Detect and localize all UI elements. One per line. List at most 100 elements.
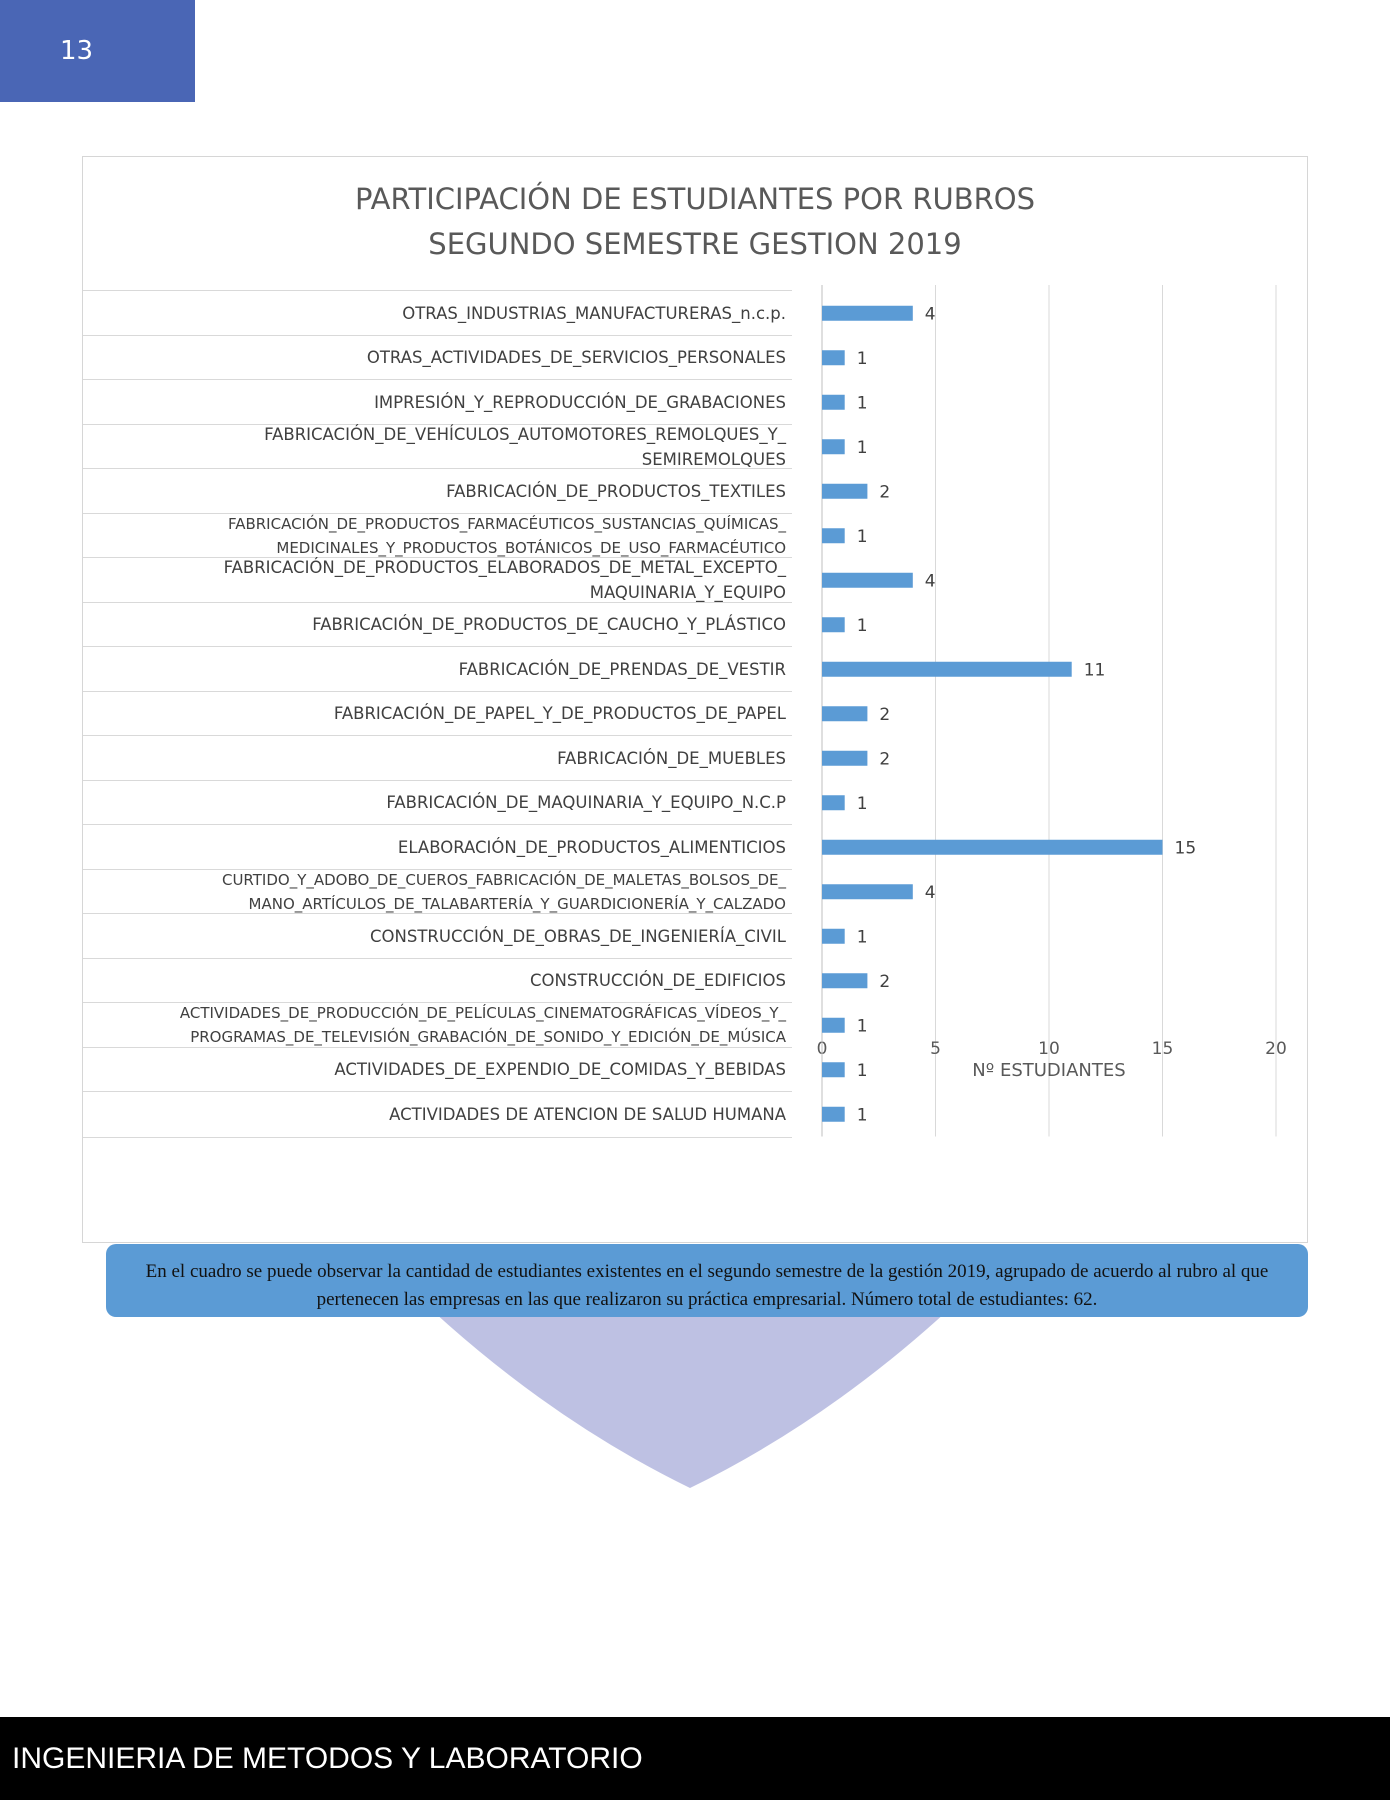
caption-box: En el cuadro se puede observar la cantid… <box>106 1244 1308 1317</box>
bar <box>822 483 868 499</box>
bar <box>822 617 845 633</box>
bar <box>822 439 845 455</box>
row-separator <box>83 334 792 336</box>
data-label: 1 <box>857 527 868 547</box>
category-label-line: IMPRESIÓN_Y_REPRODUCCIÓN_DE_GRABACIONES <box>374 392 786 412</box>
watermark-shield <box>390 1270 990 1488</box>
row-separator <box>83 379 792 380</box>
bar <box>822 884 913 900</box>
x-tick-label: 10 <box>1038 1039 1060 1059</box>
data-label: 11 <box>1084 660 1106 680</box>
category-label: ACTIVIDADES DE ATENCION DE SALUD HUMANA <box>389 1102 786 1127</box>
row-separator <box>83 957 792 959</box>
row-separator <box>83 690 792 692</box>
row-separator <box>83 1136 792 1138</box>
data-label: 15 <box>1175 838 1197 858</box>
row-separator <box>83 1091 792 1092</box>
row-separator <box>83 735 792 736</box>
row-separator <box>83 868 792 870</box>
category-label-line: CONSTRUCCIÓN_DE_EDIFICIOS <box>529 971 786 991</box>
x-tick-label: 5 <box>930 1039 941 1059</box>
category-label: IMPRESIÓN_Y_REPRODUCCIÓN_DE_GRABACIONES <box>374 390 786 415</box>
row-separator <box>83 646 792 647</box>
category-label-line: FABRICACIÓN_DE_MUEBLES <box>557 748 786 768</box>
row-separator <box>83 290 792 291</box>
category-label-line: FABRICACIÓN_DE_PRODUCTOS_DE_CAUCHO_Y_PLÁ… <box>312 615 786 635</box>
bar <box>822 973 868 989</box>
category-label: FABRICACIÓN_DE_PRODUCTOS_TEXTILES <box>446 479 786 504</box>
data-label: 1 <box>857 794 868 814</box>
row-separator <box>83 824 792 825</box>
category-label: FABRICACIÓN_DE_PRODUCTOS_DE_CAUCHO_Y_PLÁ… <box>312 612 786 637</box>
data-label: 1 <box>857 1061 868 1081</box>
category-label-line: FABRICACIÓN_DE_MAQUINARIA_Y_EQUIPO_N.C.P <box>386 793 786 813</box>
bar <box>822 350 845 366</box>
data-label: 1 <box>857 1105 868 1125</box>
footer-title: INGENIERIA DE METODOS Y LABORATORIO <box>12 1742 643 1775</box>
data-label: 1 <box>857 927 868 947</box>
category-label-line: MANO_ARTÍCULOS_DE_TALABARTERÍA_Y_GUARDIC… <box>248 894 786 913</box>
category-label: ACTIVIDADES_DE_PRODUCCIÓN_DE_PELÍCULAS_C… <box>180 1001 786 1049</box>
data-label: 1 <box>857 438 868 458</box>
data-label: 4 <box>925 571 936 591</box>
x-tick-label: 20 <box>1265 1039 1287 1059</box>
x-axis-title: Nº ESTUDIANTES <box>972 1060 1125 1081</box>
category-label-line: CONSTRUCCIÓN_DE_OBRAS_DE_INGENIERÍA_CIVI… <box>370 926 786 946</box>
row-separator <box>83 1002 792 1003</box>
x-tick-label: 15 <box>1152 1039 1174 1059</box>
chart-title-line-1: PARTICIPACIÓN DE ESTUDIANTES POR RUBROS <box>354 182 1036 216</box>
category-label-line: ELABORACIÓN_DE_PRODUCTOS_ALIMENTICIOS <box>397 837 786 857</box>
bar <box>822 528 845 544</box>
row-separator <box>83 512 792 514</box>
chart-title-line-2: SEGUNDO SEMESTRE GESTION 2019 <box>428 227 962 261</box>
category-label: OTRAS_ACTIVIDADES_DE_SERVICIOS_PERSONALE… <box>367 345 786 370</box>
bar <box>822 1062 845 1078</box>
data-label: 2 <box>879 749 890 769</box>
category-label-line: OTRAS_ACTIVIDADES_DE_SERVICIOS_PERSONALE… <box>366 348 786 368</box>
bar <box>822 661 1072 677</box>
bar <box>822 572 913 588</box>
bar <box>822 928 845 944</box>
caption-text: En el cuadro se puede observar la cantid… <box>145 1261 1269 1310</box>
bar <box>822 305 913 321</box>
bar <box>822 1106 845 1122</box>
category-label-line: OTRAS_INDUSTRIAS_MANUFACTURERAS_n.c.p. <box>402 303 786 323</box>
category-label: FABRICACIÓN_DE_PRODUCTOS_ELABORADOS_DE_M… <box>224 555 786 605</box>
data-label: 4 <box>925 883 936 903</box>
category-label-line: ACTIVIDADES_DE_PRODUCCIÓN_DE_PELÍCULAS_C… <box>179 1004 786 1023</box>
data-label: 1 <box>857 616 868 636</box>
bar <box>822 706 868 722</box>
data-label: 2 <box>879 482 890 502</box>
row-separator <box>83 913 792 914</box>
category-label: OTRAS_INDUSTRIAS_MANUFACTURERAS_n.c.p. <box>402 301 786 326</box>
category-label-line: FABRICACIÓN_DE_VEHÍCULOS_AUTOMOTORES_REM… <box>264 424 786 444</box>
category-label-line: ACTIVIDADES DE ATENCION DE SALUD HUMANA <box>389 1104 786 1124</box>
row-separator <box>83 468 792 469</box>
data-label: 1 <box>857 393 868 413</box>
bar <box>822 1017 845 1033</box>
category-label-line: PROGRAMAS_DE_TELEVISIÓN_GRABACIÓN_DE_SON… <box>190 1028 786 1047</box>
page-number: 13 <box>60 36 94 66</box>
page-number-badge: 13 <box>0 0 195 102</box>
data-label: 2 <box>879 972 890 992</box>
bar <box>822 394 845 410</box>
category-label-line: FABRICACIÓN_DE_PRODUCTOS_FARMACÉUTICOS_S… <box>227 514 786 533</box>
category-label: FABRICACIÓN_DE_PAPEL_Y_DE_PRODUCTOS_DE_P… <box>334 701 786 726</box>
footer-bar: INGENIERIA DE METODOS Y LABORATORIO <box>0 1717 1390 1800</box>
category-label: FABRICACIÓN_DE_PRODUCTOS_FARMACÉUTICOS_S… <box>228 512 786 560</box>
category-label-line: FABRICACIÓN_DE_PAPEL_Y_DE_PRODUCTOS_DE_P… <box>333 704 786 724</box>
row-separator <box>83 423 792 425</box>
category-label: ELABORACIÓN_DE_PRODUCTOS_ALIMENTICIOS <box>398 835 786 860</box>
category-label: CONSTRUCCIÓN_DE_OBRAS_DE_INGENIERÍA_CIVI… <box>370 924 786 949</box>
bar <box>822 795 845 811</box>
data-label: 1 <box>857 349 868 369</box>
row-separator <box>83 557 792 558</box>
category-label-line: FABRICACIÓN_DE_PRENDAS_DE_VESTIR <box>458 659 786 679</box>
category-label-line: MEDICINALES_Y_PRODUCTOS_BOTÁNICOS_DE_USO… <box>276 538 786 557</box>
category-label-line: ACTIVIDADES_DE_EXPENDIO_DE_COMIDAS_Y_BEB… <box>334 1060 786 1080</box>
category-label-line: SEMIREMOLQUES <box>641 449 786 469</box>
category-label: FABRICACIÓN_DE_PRENDAS_DE_VESTIR <box>459 657 786 682</box>
row-separator <box>83 601 792 603</box>
chart-frame: PARTICIPACIÓN DE ESTUDIANTES POR RUBROS … <box>82 156 1308 1243</box>
